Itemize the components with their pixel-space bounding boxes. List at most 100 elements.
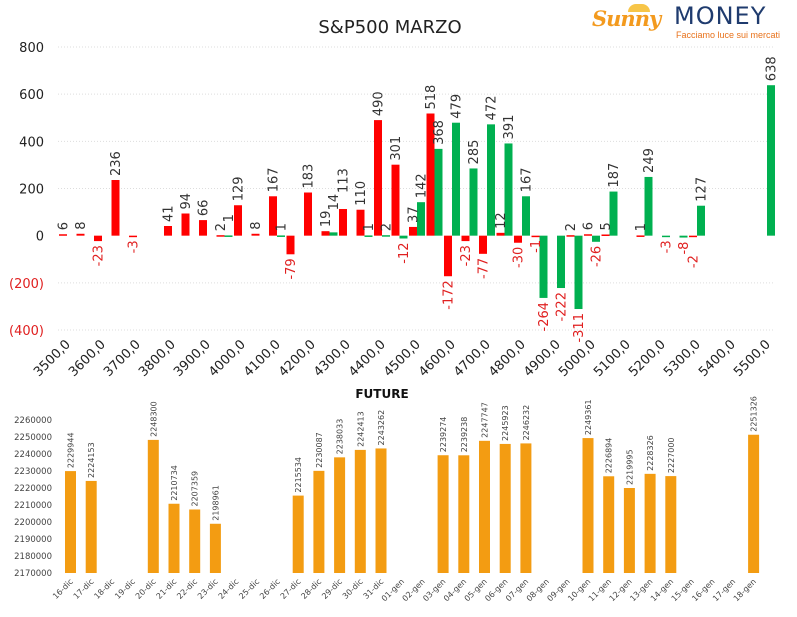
call-bar <box>592 235 600 242</box>
x-tick-label: 5300,0 <box>661 337 704 380</box>
put-bar <box>339 209 347 236</box>
x-tick-label: 5100,0 <box>591 337 634 380</box>
put-bar <box>601 234 610 236</box>
date-label: 27-dic <box>279 577 303 601</box>
bar-value-label: 2246232 <box>522 405 531 441</box>
call-bar <box>609 191 618 236</box>
y-tick-label: 0 <box>36 230 44 245</box>
date-label: 18-gen <box>732 577 758 603</box>
call-bar <box>452 122 460 236</box>
date-label: 17-dic <box>72 577 96 601</box>
bar-value-label: 2227000 <box>667 437 676 473</box>
x-tick-label: 5000,0 <box>556 337 599 380</box>
options-chart-title: S&P500 MARZO <box>318 17 461 38</box>
bar-value-label: 2230087 <box>315 432 324 468</box>
x-tick-label: 4800,0 <box>486 337 529 380</box>
bar-value-label: -222 <box>555 292 570 322</box>
bar-value-label: 1 <box>222 214 237 222</box>
put-bar <box>94 235 102 242</box>
future-bar <box>665 476 677 573</box>
future-bar <box>748 434 760 573</box>
future-bar <box>147 439 159 573</box>
bar-value-label: 236 <box>109 151 124 176</box>
put-bar <box>321 231 330 236</box>
call-bar <box>662 235 670 238</box>
call-bar <box>469 168 478 236</box>
bar-value-label: 2226894 <box>605 438 614 474</box>
x-tick-label: 5200,0 <box>626 337 669 380</box>
date-label: 18-dic <box>92 577 116 601</box>
y-tick-label: 2220000 <box>14 484 52 494</box>
call-bar <box>224 235 233 237</box>
bar-value-label: -26 <box>590 246 605 267</box>
x-tick-label: 5400,0 <box>696 337 739 380</box>
y-tick-label: 2260000 <box>14 416 52 426</box>
bar-value-label: 301 <box>389 136 404 161</box>
y-tick-label: 200 <box>19 183 44 198</box>
put-bar <box>199 220 207 236</box>
bar-value-label: 2243262 <box>377 410 386 446</box>
future-bar <box>168 503 180 573</box>
call-bar <box>522 196 530 236</box>
bar-value-label: 2245923 <box>501 405 510 441</box>
put-bar <box>164 225 172 236</box>
x-tick-label: 4900,0 <box>521 337 564 380</box>
x-tick-label: 3800,0 <box>136 337 179 380</box>
bar-value-label: -2 <box>687 255 702 268</box>
put-bar <box>461 235 470 242</box>
date-label: 28-dic <box>299 577 323 601</box>
bar-value-label: -23 <box>459 245 474 266</box>
date-label: 20-dic <box>134 577 158 601</box>
bar-value-label: 1 <box>634 223 649 231</box>
date-label: 25-dic <box>237 577 261 601</box>
put-bar <box>409 226 417 236</box>
bar-value-label: -264 <box>537 302 552 332</box>
put-bar <box>251 233 260 236</box>
put-bar <box>514 235 522 243</box>
bar-value-label: 2251326 <box>750 396 759 432</box>
bar-value-label: -8 <box>677 242 692 255</box>
future-chart-title: FUTURE <box>355 387 408 401</box>
future-bar <box>313 470 325 573</box>
date-label: 22-dic <box>175 577 199 601</box>
bar-value-label: -77 <box>477 258 492 279</box>
bar-value-label: 2229944 <box>67 432 76 468</box>
future-bar <box>437 455 449 573</box>
bar-value-label: 2247747 <box>481 402 490 438</box>
bar-value-label: 113 <box>337 168 352 193</box>
put-bar <box>269 196 277 236</box>
y-tick-label: 2240000 <box>14 450 52 460</box>
future-bar <box>189 509 201 573</box>
put-bar <box>689 235 697 238</box>
logo-tagline: Facciamo luce sui mercati <box>676 30 781 40</box>
call-bar <box>557 235 565 289</box>
bar-value-label: 285 <box>467 140 482 165</box>
bar-value-label: 472 <box>485 96 500 121</box>
y-tick-label: 600 <box>19 88 44 103</box>
date-label: 24-dic <box>217 577 241 601</box>
bar-value-label: 249 <box>642 148 657 173</box>
call-bar <box>382 235 390 237</box>
put-bar <box>286 235 295 255</box>
y-tick-label: 2200000 <box>14 518 52 528</box>
sunny-money-logo: Sunny MONEY Facciamo luce sui mercati <box>592 4 796 44</box>
call-bar <box>364 235 373 237</box>
bar-value-label: 142 <box>415 173 430 198</box>
call-bar <box>697 205 705 236</box>
bar-value-label: 94 <box>179 193 194 210</box>
bar-value-label: -311 <box>572 313 587 343</box>
call-bar <box>539 235 548 298</box>
x-tick-label: 4000,0 <box>206 337 249 380</box>
bar-value-label: 12 <box>494 212 509 229</box>
future-bar <box>479 440 490 573</box>
put-bar <box>356 209 365 236</box>
bar-value-label: 1 <box>362 223 377 231</box>
bar-value-label: -23 <box>92 245 107 266</box>
future-bar <box>603 476 615 573</box>
future-bar <box>375 448 387 573</box>
bar-value-label: 2228326 <box>646 435 655 471</box>
call-bar <box>417 202 425 236</box>
bar-value-label: -79 <box>284 258 299 279</box>
future-bar <box>334 457 346 573</box>
